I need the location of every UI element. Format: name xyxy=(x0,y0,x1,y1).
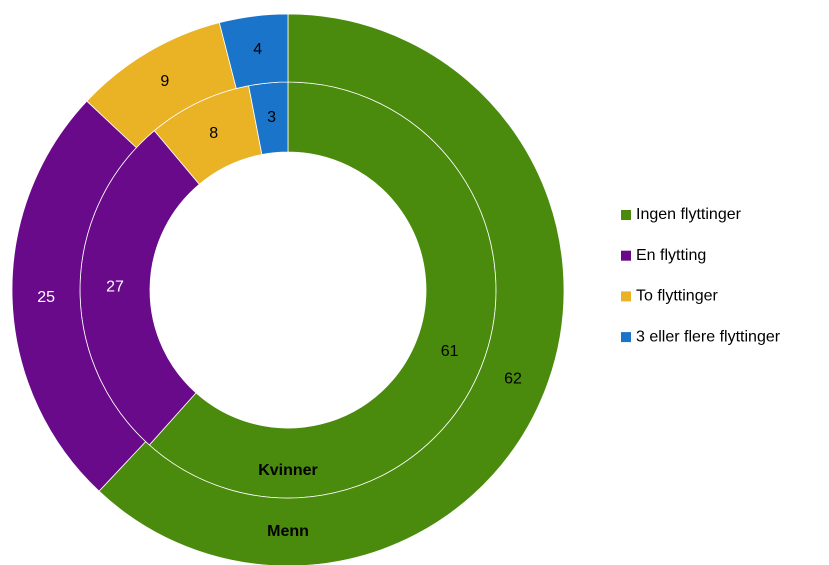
legend-label: 3 eller flere flyttinger xyxy=(636,328,781,345)
data-label: 4 xyxy=(253,41,262,58)
data-label: 3 xyxy=(267,109,276,126)
legend-swatch xyxy=(621,250,631,261)
donut-segment xyxy=(98,13,565,565)
ring-label: Kvinner xyxy=(258,462,318,479)
data-label: 27 xyxy=(106,278,124,295)
data-label: 61 xyxy=(441,343,459,360)
legend-label: Ingen flyttinger xyxy=(636,206,742,223)
legend-swatch xyxy=(621,210,631,220)
data-label: 9 xyxy=(160,73,169,90)
legend-label: To flyttinger xyxy=(636,288,718,305)
ring-label: Menn xyxy=(267,523,309,540)
legend-swatch xyxy=(621,332,631,343)
data-label: 62 xyxy=(504,370,522,387)
legend-swatch xyxy=(621,291,631,302)
donut-segment xyxy=(11,100,147,492)
data-label: 8 xyxy=(209,125,218,142)
legend-label: En flytting xyxy=(636,247,706,264)
donut-segment xyxy=(218,13,289,90)
data-label: 25 xyxy=(37,289,55,306)
